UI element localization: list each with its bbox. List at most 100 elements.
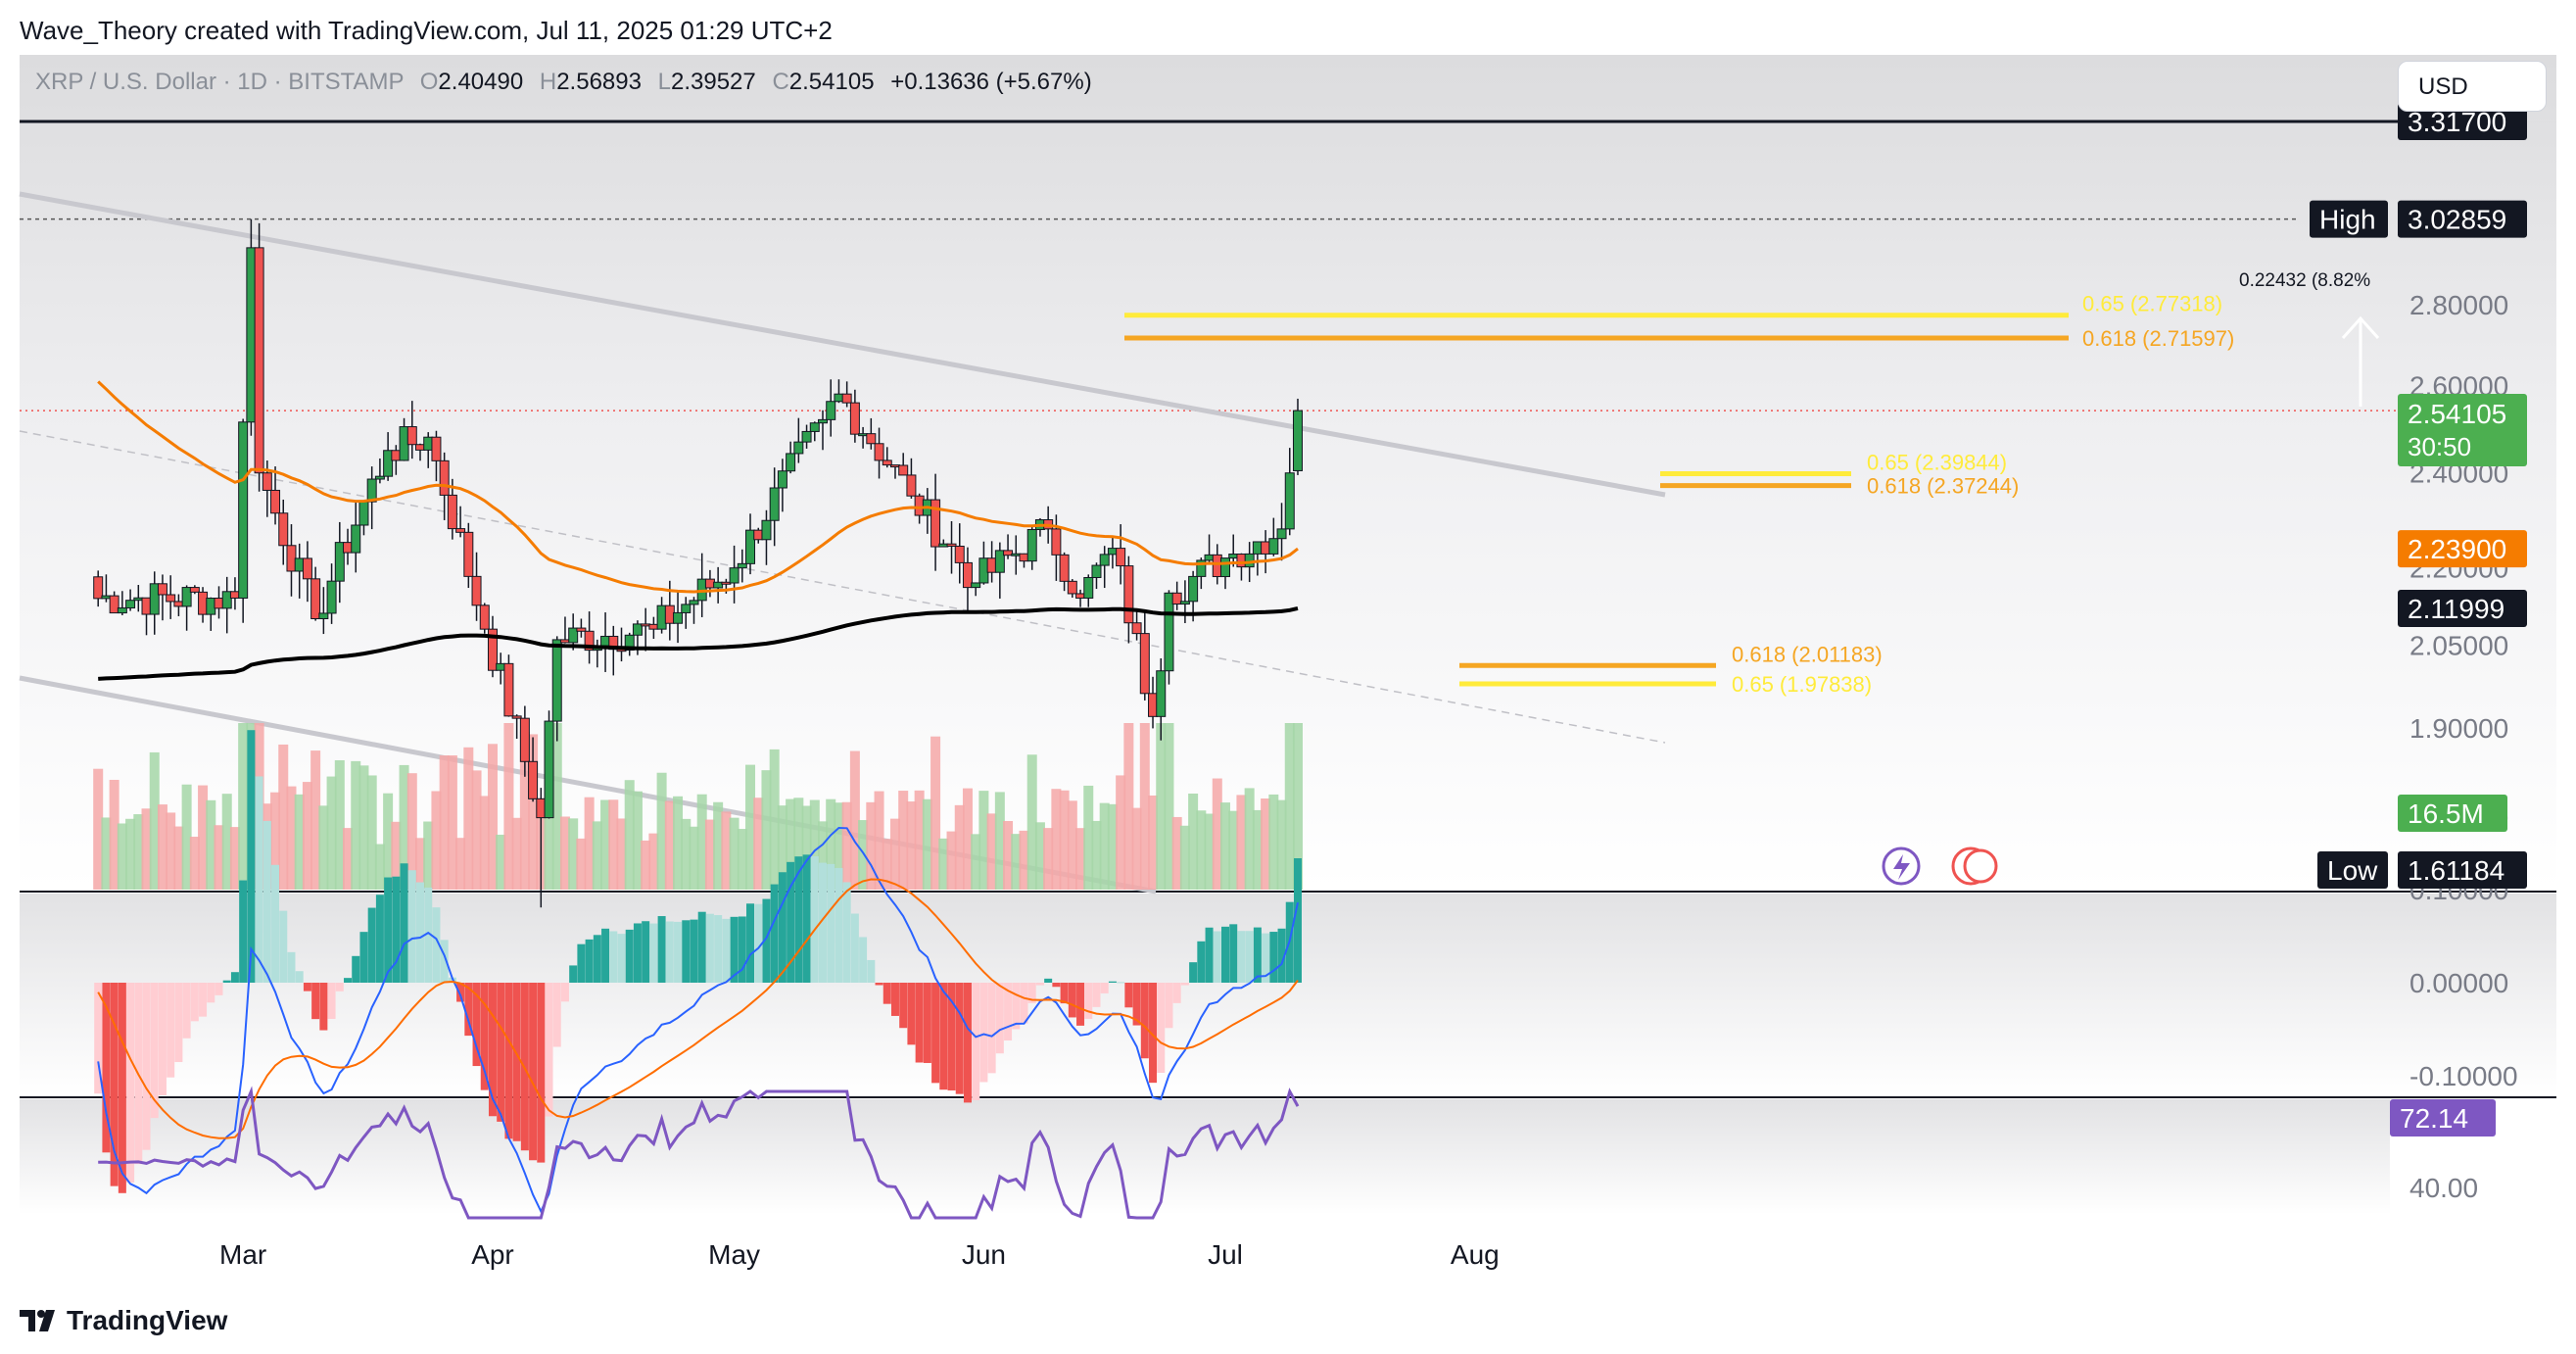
volume-bar (978, 791, 989, 890)
volume-bar (1123, 723, 1134, 890)
candle-body (544, 720, 554, 819)
macd-histogram-bar (955, 983, 964, 1094)
candle-body (391, 450, 402, 461)
volume-bar (1091, 820, 1102, 890)
volume-bar (729, 817, 739, 890)
macd-histogram-bar (569, 965, 578, 983)
volume-bar (206, 799, 216, 890)
macd-histogram-bar (802, 854, 811, 983)
candle-body (568, 627, 579, 644)
candle-body (1220, 557, 1230, 578)
candle-body (641, 623, 651, 627)
candle-body (1067, 580, 1077, 595)
ema200-badge-bg (2398, 589, 2527, 627)
volume-bar (971, 834, 981, 890)
volume-bar (496, 834, 506, 890)
macd-histogram-bar (1229, 924, 1238, 983)
candle-body (1236, 554, 1247, 568)
candle-body (681, 604, 692, 613)
macd-histogram-bar (1100, 983, 1109, 993)
macd-histogram-bar (537, 983, 546, 1163)
candle-body (511, 715, 522, 719)
volume-bar (584, 797, 595, 890)
volume-bar (125, 818, 136, 890)
candle-body (423, 436, 434, 451)
candle-body (1011, 553, 1022, 556)
candle-body (166, 594, 176, 603)
candle-body (286, 545, 297, 572)
candle-body (1075, 593, 1086, 599)
candle-body (994, 550, 1005, 573)
volume-bar (447, 755, 457, 890)
candle-body (383, 450, 394, 477)
volume-bar (101, 817, 112, 890)
volume-bar (930, 736, 941, 890)
macd-histogram-bar (230, 972, 239, 983)
candle-body (1164, 592, 1174, 672)
volume-bar (818, 821, 828, 890)
volume-bar (302, 782, 312, 890)
volume-bar (1156, 723, 1167, 890)
candle-body (551, 639, 562, 722)
low-value-badge: 1.61184 (2408, 855, 2504, 886)
volume-bar (1212, 778, 1222, 890)
macd-histogram-bar (738, 916, 746, 983)
volume-bar (487, 744, 498, 890)
volume-bar (1164, 723, 1174, 890)
rsi-line (98, 1086, 1300, 1220)
macd-histogram-bar (601, 928, 610, 983)
fib-level-label: 0.618 (2.37244) (1867, 474, 2019, 499)
candle-body (366, 478, 377, 503)
macd-histogram-bar (842, 882, 851, 983)
macd-histogram-bar (1027, 983, 1036, 1003)
macd-histogram-bar (1092, 983, 1101, 1007)
candle-body (503, 662, 514, 717)
volume-bar (858, 820, 869, 890)
macd-histogram-bar (907, 983, 916, 1045)
candle-body (318, 612, 329, 619)
macd-histogram-bar (1124, 983, 1133, 1008)
candle-body (1171, 592, 1182, 605)
macd-histogram-bar (287, 951, 296, 983)
tradingview-logo[interactable]: TradingView (20, 1305, 227, 1336)
candle-body (358, 501, 369, 526)
currency-button[interactable]: USD (2398, 61, 2547, 112)
fib-level-label: 0.618 (2.71597) (2082, 326, 2234, 351)
volume-bar (592, 821, 602, 890)
macd-histogram-bar (1149, 983, 1158, 1084)
volume-bar (133, 814, 144, 890)
volume-bar (310, 750, 321, 890)
rsi-value-badge: 72.14 (2400, 1103, 2468, 1134)
candle-body (447, 494, 457, 530)
macd-histogram-bar (512, 983, 521, 1141)
volume-bar (439, 755, 450, 890)
candle-body (415, 444, 425, 451)
volume-bar (624, 780, 635, 890)
candle-body (133, 597, 144, 602)
candle-body (656, 604, 667, 630)
macd-histogram-bar (1245, 931, 1254, 983)
volume-bar (511, 817, 522, 890)
macd-histogram-bar (617, 934, 626, 983)
candle-body (834, 393, 844, 403)
macd-histogram-bar (1004, 983, 1013, 1040)
macd-histogram-bar (1269, 932, 1278, 983)
macd-histogram-bar (972, 983, 980, 1100)
macd-histogram-bar (931, 983, 940, 1084)
trendline-upper (19, 191, 1666, 498)
y-axis-tick-label: 2.05000 (2409, 630, 2508, 660)
fib-level-label: 0.65 (2.77318) (2082, 292, 2222, 316)
volume-bar (503, 723, 514, 890)
volume-bar (696, 794, 707, 890)
volume-bar (946, 831, 957, 890)
change-value: +0.13636 (+5.67%) (890, 69, 1092, 95)
volume-bar (704, 819, 715, 890)
volume-bar (399, 764, 409, 890)
macd-histogram-bar (480, 983, 489, 1090)
volume-bar (1099, 802, 1110, 890)
macd-histogram-bar (311, 983, 320, 1020)
macd-histogram-bar (359, 932, 368, 983)
projection-arrowhead (2341, 315, 2380, 340)
candle-body (1244, 553, 1255, 568)
